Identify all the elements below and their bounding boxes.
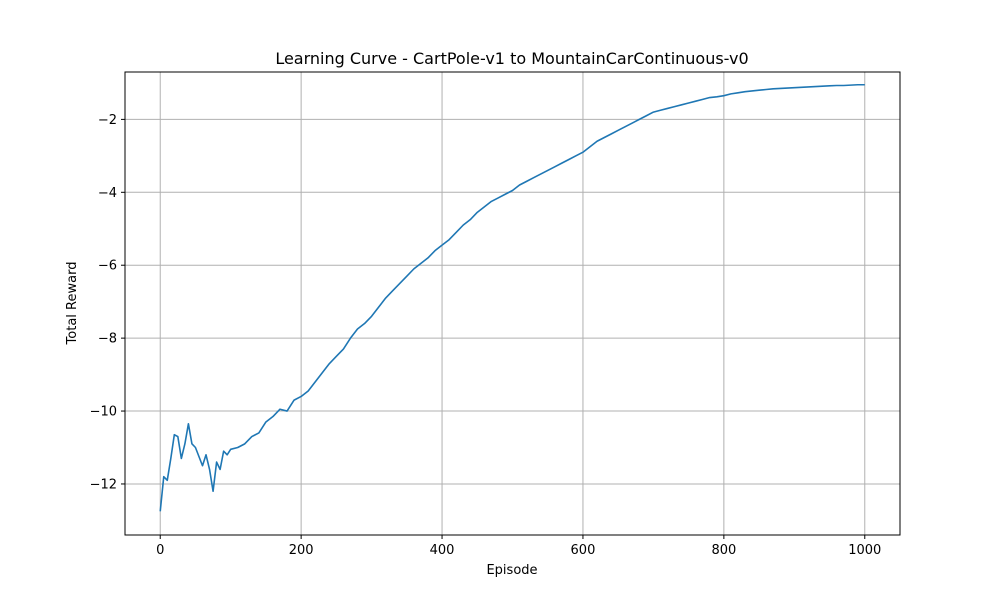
x-tick-label: 400 xyxy=(430,543,455,558)
x-tick-label: 1000 xyxy=(848,543,881,558)
y-tick-label: −12 xyxy=(90,477,117,492)
x-tick-label: 600 xyxy=(571,543,596,558)
series-line xyxy=(159,83,865,512)
x-axis-label: Episode xyxy=(486,563,537,578)
y-tick-label: −10 xyxy=(90,405,117,420)
grid-layer xyxy=(125,72,900,535)
series-layer xyxy=(159,83,865,512)
chart-title: Learning Curve - CartPole-v1 to Mountain… xyxy=(275,49,748,68)
y-tick-label: −6 xyxy=(98,259,117,274)
ticks-layer: 0 200 400 600 800 1000 −12 −10 −8 −6 −4 −2 xyxy=(90,113,882,558)
plot-frame xyxy=(124,71,901,536)
y-tick-label: −2 xyxy=(98,113,117,128)
x-tick-label: 200 xyxy=(289,543,314,558)
y-tick-label: −8 xyxy=(98,332,117,347)
y-tick-label: −4 xyxy=(98,186,117,201)
y-axis-label: Total Reward xyxy=(65,262,80,346)
x-tick-label: 0 xyxy=(156,543,164,558)
x-tick-label: 800 xyxy=(711,543,736,558)
